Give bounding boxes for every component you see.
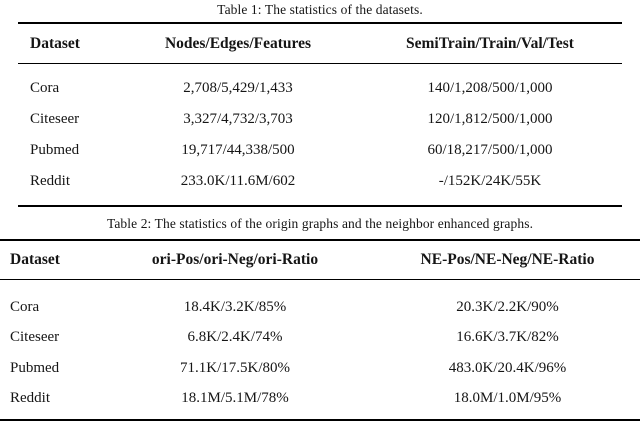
table-2-header-ori: ori-Pos/ori-Neg/ori-Ratio [95, 240, 375, 280]
stats-value: 18.1M/5.1M/78% [181, 390, 289, 407]
dataset-name: Pubmed [10, 359, 60, 376]
stats-value: 140/1,208/500/1,000 [427, 80, 553, 96]
stats-value: 483.0K/20.4K/96% [448, 359, 567, 376]
stats-value: 16.6K/3.7K/82% [456, 329, 559, 346]
dataset-name: Cora [10, 298, 40, 315]
table-2-header-ne: NE-Pos/NE-Neg/NE-Ratio [375, 240, 640, 280]
table-2: Dataset ori-Pos/ori-Neg/ori-Ratio NE-Pos… [0, 239, 640, 421]
table-1-caption: Table 1: The statistics of the datasets. [217, 2, 423, 17]
stats-value: 19,717/44,338/500 [181, 142, 295, 158]
table-row: Citeseer 3,327/4,732/3,703 120/1,812/500… [18, 104, 622, 135]
dataset-name: Reddit [10, 390, 50, 407]
table-1-header-splits: SemiTrain/Train/Val/Test [358, 23, 622, 64]
stats-value: 60/18,217/500/1,000 [427, 142, 553, 158]
dataset-name: Reddit [30, 173, 70, 189]
table-row: Cora 2,708/5,429/1,433 140/1,208/500/1,0… [18, 64, 622, 105]
stats-value: 6.8K/2.4K/74% [187, 329, 283, 346]
stats-value: 20.3K/2.2K/90% [456, 298, 559, 315]
table-2-header-dataset: Dataset [0, 240, 95, 280]
stats-value: 3,327/4,732/3,703 [183, 111, 293, 127]
table-1-header-dataset: Dataset [18, 23, 118, 64]
stats-value: 2,708/5,429/1,433 [183, 80, 293, 96]
table-row: Pubmed 71.1K/17.5K/80% 483.0K/20.4K/96% [0, 353, 640, 384]
table-1-header-nodes-edges-features: Nodes/Edges/Features [118, 23, 358, 64]
table-row: Cora 18.4K/3.2K/85% 20.3K/2.2K/90% [0, 280, 640, 323]
stats-value: 18.0M/1.0M/95% [453, 390, 562, 407]
table-row: Pubmed 19,717/44,338/500 60/18,217/500/1… [18, 135, 622, 166]
stats-value: -/152K/24K/55K [438, 173, 542, 189]
stats-value: 71.1K/17.5K/80% [180, 359, 290, 376]
table-1: Dataset Nodes/Edges/Features SemiTrain/T… [18, 22, 622, 207]
dataset-name: Citeseer [30, 111, 80, 127]
table-2-caption: Table 2: The statistics of the origin gr… [106, 216, 534, 231]
dataset-name: Citeseer [10, 329, 60, 346]
table-row: Reddit 18.1M/5.1M/78% 18.0M/1.0M/95% [0, 384, 640, 421]
table-row: Citeseer 6.8K/2.4K/74% 16.6K/3.7K/82% [0, 323, 640, 354]
stats-value: 18.4K/3.2K/85% [183, 298, 287, 315]
table-1-header-row: Dataset Nodes/Edges/Features SemiTrain/T… [18, 23, 622, 64]
table-2-header-row: Dataset ori-Pos/ori-Neg/ori-Ratio NE-Pos… [0, 240, 640, 280]
table-row: Reddit 233.0K/11.6M/602 -/152K/24K/55K [18, 166, 622, 206]
stats-value: 233.0K/11.6M/602 [180, 173, 296, 189]
stats-value: 120/1,812/500/1,000 [427, 111, 553, 127]
dataset-name: Cora [30, 80, 60, 96]
dataset-name: Pubmed [30, 142, 80, 158]
